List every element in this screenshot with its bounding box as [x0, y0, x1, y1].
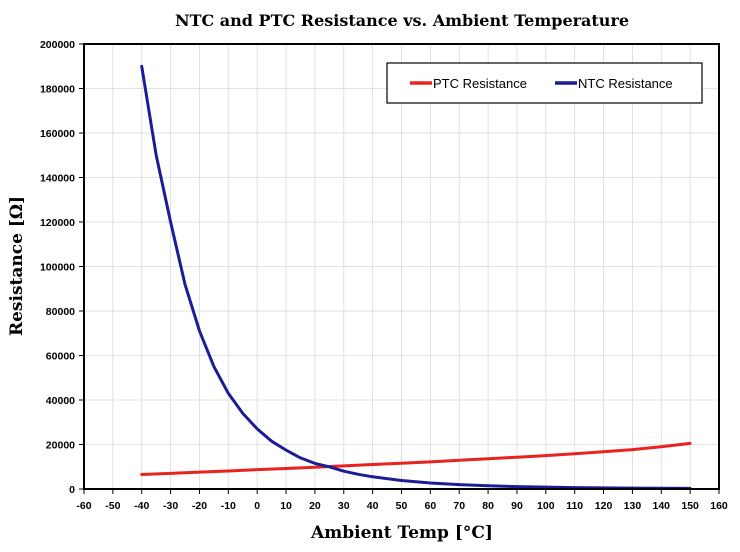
x-tick-label: -30 [163, 500, 178, 512]
x-tick-label: 100 [537, 500, 555, 512]
x-tick-label: -50 [105, 500, 120, 512]
y-axis-label: Resistance [Ω] [7, 196, 27, 336]
x-tick-label: -10 [221, 500, 236, 512]
y-tick-label: 100000 [40, 262, 75, 274]
x-tick-label: 90 [511, 500, 523, 512]
x-tick-label: 40 [367, 500, 379, 512]
y-tick-label: 160000 [40, 128, 75, 140]
x-tick-label: 140 [653, 500, 671, 512]
legend-label-ntc: NTC Resistance [578, 76, 673, 91]
y-tick-label: 180000 [40, 84, 75, 96]
ntc-resistance-line [140, 64, 692, 490]
legend-box [386, 62, 703, 104]
y-tick-label: 20000 [46, 440, 75, 452]
x-tick-label: 0 [254, 500, 260, 512]
y-tick-label: 120000 [40, 217, 75, 229]
x-tick-label: 20 [309, 500, 321, 512]
grid-lines [84, 44, 719, 489]
ptc-resistance-line [140, 441, 692, 476]
x-tick-label: 50 [396, 500, 408, 512]
axis-ticks: -60 -50 -40 -30 -20 -10 0 10 20 30 40 50 60 70 80 90 100… [40, 39, 728, 512]
y-tick-label: 40000 [46, 395, 75, 407]
x-tick-label: 110 [566, 500, 583, 512]
x-tick-label: 130 [624, 500, 642, 512]
x-tick-label: -20 [192, 500, 207, 512]
x-axis-label: Ambient Temp [°C] [310, 523, 493, 543]
y-tick-label: 60000 [46, 351, 75, 363]
x-tick-label: 30 [338, 500, 350, 512]
x-tick-label: -60 [76, 500, 91, 512]
x-tick-label: 160 [710, 500, 728, 512]
x-tick-label: 60 [425, 500, 437, 512]
x-tick-label: 10 [280, 500, 292, 512]
y-tick-label: 0 [69, 484, 75, 496]
x-tick-label: 70 [453, 500, 465, 512]
y-tick-label: 80000 [46, 306, 75, 318]
x-tick-label: -40 [134, 500, 149, 512]
y-tick-label: 200000 [40, 39, 75, 51]
legend: PTC Resistance NTC Resistance [386, 62, 703, 104]
series-lines [140, 64, 692, 490]
y-tick-label: 140000 [40, 173, 75, 185]
x-tick-label: 120 [595, 500, 613, 512]
legend-label-ptc: PTC Resistance [433, 76, 527, 91]
chart-title: NTC and PTC Resistance vs. Ambient Tempe… [175, 11, 629, 30]
x-tick-label: 150 [681, 500, 699, 512]
x-tick-label: 80 [482, 500, 494, 512]
